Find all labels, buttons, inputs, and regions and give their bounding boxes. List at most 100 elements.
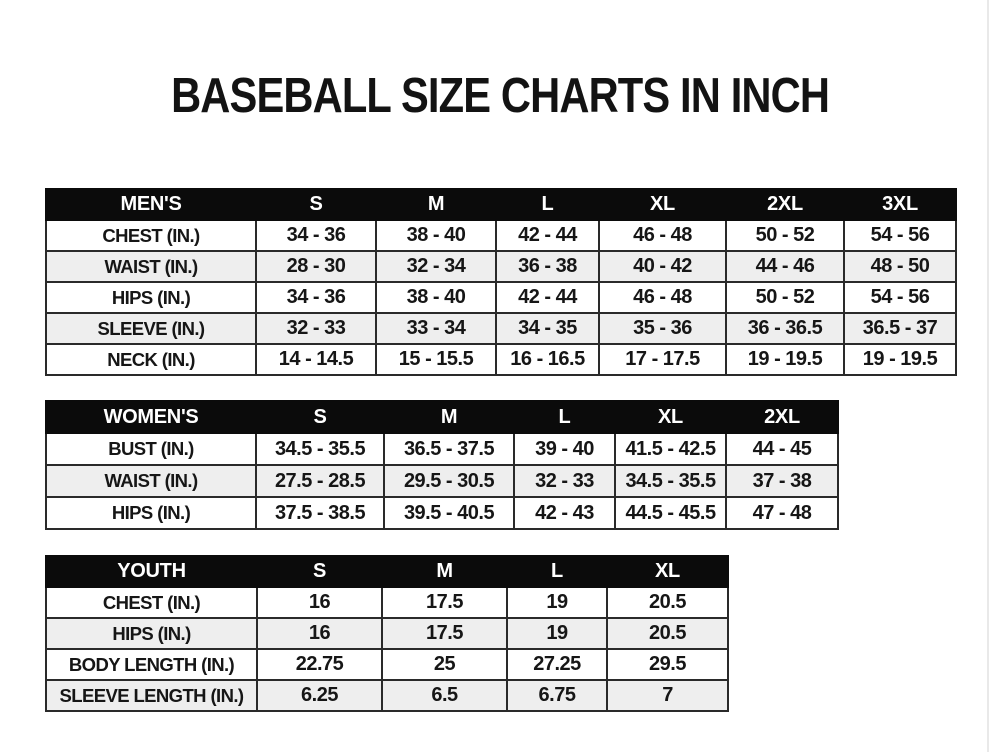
- value-cell: 34.5 - 35.5: [614, 464, 727, 498]
- value-cell: 17 - 17.5: [598, 343, 727, 376]
- value-cell: 27.25: [506, 648, 608, 681]
- row-label-cell: HIPS (IN.): [45, 617, 258, 650]
- value-cell: 19 - 19.5: [725, 343, 845, 376]
- row-label-cell: SLEEVE LENGTH (IN.): [45, 679, 258, 712]
- value-cell: 20.5: [606, 586, 729, 619]
- header-row: YOUTH S M L XL: [45, 555, 729, 588]
- youth-table-header: YOUTH S M L XL: [45, 555, 729, 588]
- value-cell: 40 - 42: [598, 250, 727, 283]
- row-label-cell: WAIST (IN.): [45, 250, 257, 283]
- value-cell: 44 - 46: [725, 250, 845, 283]
- size-header-cell: L: [513, 400, 616, 434]
- value-cell: 16 - 16.5: [495, 343, 600, 376]
- value-cell: 36 - 38: [495, 250, 600, 283]
- value-cell: 50 - 52: [725, 281, 845, 314]
- size-header-cell: S: [255, 400, 385, 434]
- value-cell: 38 - 40: [375, 219, 497, 252]
- row-label-cell: SLEEVE (IN.): [45, 312, 257, 345]
- value-cell: 6.75: [506, 679, 608, 712]
- size-header-cell: 3XL: [843, 188, 957, 221]
- value-cell: 16: [256, 586, 383, 619]
- value-cell: 46 - 48: [598, 281, 727, 314]
- size-header-cell: M: [383, 400, 515, 434]
- scan-artifact-line: [987, 0, 989, 752]
- value-cell: 19 - 19.5: [843, 343, 957, 376]
- row-label-cell: NECK (IN.): [45, 343, 257, 376]
- table-row: HIPS (IN.) 37.5 - 38.5 39.5 - 40.5 42 - 43 4…: [45, 496, 839, 530]
- table-row: WAIST (IN.) 27.5 - 28.5 29.5 - 30.5 32 - 33…: [45, 464, 839, 498]
- value-cell: 20.5: [606, 617, 729, 650]
- value-cell: 44 - 45: [725, 432, 839, 466]
- size-header-cell: 2XL: [725, 400, 839, 434]
- row-label-cell: CHEST (IN.): [45, 586, 258, 619]
- size-header-cell: L: [506, 555, 608, 588]
- value-cell: 39.5 - 40.5: [383, 496, 515, 530]
- value-cell: 19: [506, 617, 608, 650]
- youth-size-table: YOUTH S M L XL CHEST (IN.) 16 17.5 19 20.5 HIPS (…: [45, 555, 729, 712]
- row-label-cell: HIPS (IN.): [45, 496, 257, 530]
- mens-table-header: MEN'S S M L XL 2XL 3XL: [45, 188, 957, 221]
- value-cell: 34 - 35: [495, 312, 600, 345]
- value-cell: 47 - 48: [725, 496, 839, 530]
- value-cell: 32 - 33: [255, 312, 377, 345]
- value-cell: 42 - 43: [513, 496, 616, 530]
- value-cell: 35 - 36: [598, 312, 727, 345]
- value-cell: 22.75: [256, 648, 383, 681]
- size-header-cell: M: [381, 555, 508, 588]
- mens-size-table: MEN'S S M L XL 2XL 3XL CHEST (IN.) 34 - 36 38 - …: [45, 188, 957, 376]
- value-cell: 54 - 56: [843, 219, 957, 252]
- value-cell: 15 - 15.5: [375, 343, 497, 376]
- value-cell: 44.5 - 45.5: [614, 496, 727, 530]
- value-cell: 41.5 - 42.5: [614, 432, 727, 466]
- row-label-cell: BUST (IN.): [45, 432, 257, 466]
- size-header-cell: 2XL: [725, 188, 845, 221]
- value-cell: 36.5 - 37.5: [383, 432, 515, 466]
- youth-table-body: CHEST (IN.) 16 17.5 19 20.5 HIPS (IN.) 16 17.5 1…: [45, 586, 729, 712]
- table-row: BODY LENGTH (IN.) 22.75 25 27.25 29.5: [45, 648, 729, 681]
- value-cell: 17.5: [381, 617, 508, 650]
- value-cell: 7: [606, 679, 729, 712]
- value-cell: 42 - 44: [495, 281, 600, 314]
- table-row: NECK (IN.) 14 - 14.5 15 - 15.5 16 - 16.5 17 …: [45, 343, 957, 376]
- table-row: SLEEVE (IN.) 32 - 33 33 - 34 34 - 35 35 - 36…: [45, 312, 957, 345]
- value-cell: 50 - 52: [725, 219, 845, 252]
- value-cell: 17.5: [381, 586, 508, 619]
- page-title: BASEBALL SIZE CHARTS IN INCH: [0, 68, 1000, 124]
- size-header-cell: XL: [598, 188, 727, 221]
- womens-table-body: BUST (IN.) 34.5 - 35.5 36.5 - 37.5 39 - 40 4…: [45, 432, 839, 530]
- group-header-cell: MEN'S: [45, 188, 257, 221]
- size-header-cell: XL: [606, 555, 729, 588]
- value-cell: 46 - 48: [598, 219, 727, 252]
- value-cell: 6.25: [256, 679, 383, 712]
- size-header-cell: L: [495, 188, 600, 221]
- size-header-cell: S: [256, 555, 383, 588]
- value-cell: 28 - 30: [255, 250, 377, 283]
- table-row: SLEEVE LENGTH (IN.) 6.25 6.5 6.75 7: [45, 679, 729, 712]
- header-row: WOMEN'S S M L XL 2XL: [45, 400, 839, 434]
- womens-table-header: WOMEN'S S M L XL 2XL: [45, 400, 839, 434]
- value-cell: 54 - 56: [843, 281, 957, 314]
- table-row: HIPS (IN.) 16 17.5 19 20.5: [45, 617, 729, 650]
- table-row: CHEST (IN.) 16 17.5 19 20.5: [45, 586, 729, 619]
- value-cell: 48 - 50: [843, 250, 957, 283]
- value-cell: 27.5 - 28.5: [255, 464, 385, 498]
- value-cell: 29.5 - 30.5: [383, 464, 515, 498]
- value-cell: 38 - 40: [375, 281, 497, 314]
- page-title-text: BASEBALL SIZE CHARTS IN INCH: [170, 69, 830, 123]
- value-cell: 36.5 - 37: [843, 312, 957, 345]
- value-cell: 29.5: [606, 648, 729, 681]
- size-header-cell: S: [255, 188, 377, 221]
- value-cell: 39 - 40: [513, 432, 616, 466]
- size-header-cell: M: [375, 188, 497, 221]
- value-cell: 25: [381, 648, 508, 681]
- value-cell: 32 - 34: [375, 250, 497, 283]
- group-header-cell: WOMEN'S: [45, 400, 257, 434]
- row-label-cell: WAIST (IN.): [45, 464, 257, 498]
- value-cell: 42 - 44: [495, 219, 600, 252]
- value-cell: 33 - 34: [375, 312, 497, 345]
- row-label-cell: HIPS (IN.): [45, 281, 257, 314]
- value-cell: 14 - 14.5: [255, 343, 377, 376]
- value-cell: 19: [506, 586, 608, 619]
- value-cell: 16: [256, 617, 383, 650]
